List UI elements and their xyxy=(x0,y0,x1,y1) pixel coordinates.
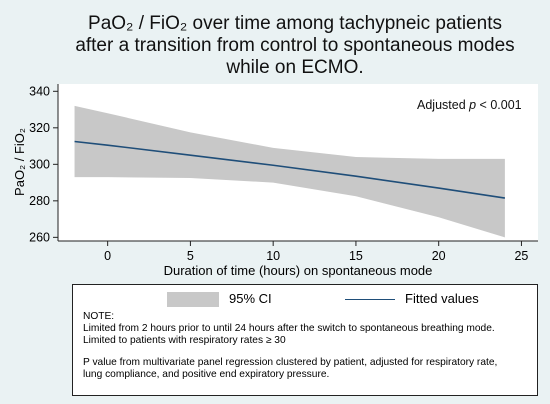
legend-fit-label: Fitted values xyxy=(405,291,479,306)
x-tick-label: 25 xyxy=(514,249,528,263)
chart-title-line-2: after a transition from control to spont… xyxy=(75,35,515,56)
x-tick-label: 15 xyxy=(349,249,363,263)
x-tick-label: 0 xyxy=(104,249,111,263)
y-tick-label: 300 xyxy=(29,157,50,171)
y-tick-label: 260 xyxy=(29,230,50,244)
legend-ci-swatch xyxy=(167,292,219,307)
y-tick-label: 340 xyxy=(29,84,50,98)
note-line-4: lung compliance, and positive end expira… xyxy=(83,369,330,380)
x-tick-label: 5 xyxy=(187,249,194,263)
legend-and-notes-box: 95% CI Fitted values NOTE: Limited from … xyxy=(72,284,538,396)
legend-ci-label: 95% CI xyxy=(229,291,272,306)
p-value-annotation: Adjusted p < 0.001 xyxy=(417,98,522,112)
x-tick-label: 10 xyxy=(266,249,280,263)
note-line-1: Limited from 2 hours prior to until 24 h… xyxy=(83,323,495,334)
y-axis-label: PaO₂ / FiO₂ xyxy=(12,128,27,196)
x-tick-label: 20 xyxy=(432,249,446,263)
ci-band xyxy=(74,105,505,238)
y-tick-label: 320 xyxy=(29,121,50,135)
fitted-line xyxy=(74,140,506,199)
note-line-3: P value from multivariate panel regressi… xyxy=(83,357,498,368)
x-axis-label: Duration of time (hours) on spontaneous … xyxy=(164,263,433,278)
chart-title-line-1: PaO₂ / FiO₂ over time among tachypneic p… xyxy=(88,13,502,34)
note-line-2: Limited to patients with respiratory rat… xyxy=(83,335,286,346)
y-tick-label: 280 xyxy=(29,194,50,208)
legend-fit-line xyxy=(345,299,395,300)
note-heading: NOTE: xyxy=(83,311,115,322)
chart-title-line-3: while on ECMO. xyxy=(226,57,364,78)
